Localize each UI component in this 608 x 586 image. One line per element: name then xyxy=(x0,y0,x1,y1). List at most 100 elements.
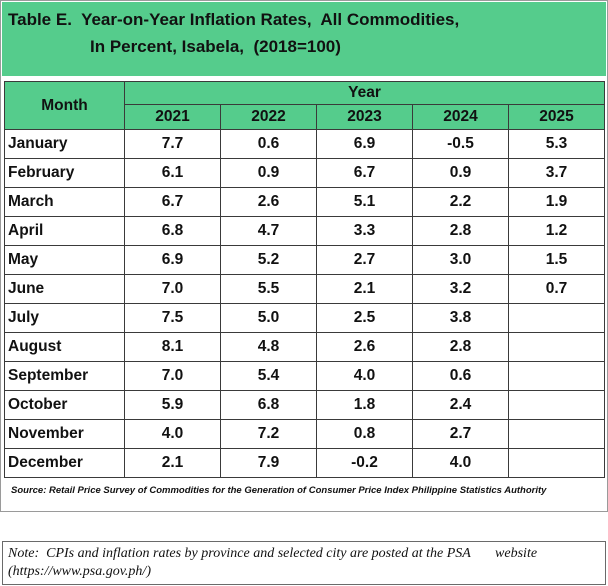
value-cell: 0.6 xyxy=(412,361,509,391)
value-cell: 6.7 xyxy=(124,187,221,217)
note-box: Note: CPIs and inflation rates by provin… xyxy=(2,541,606,585)
month-cell: December xyxy=(4,448,125,478)
value-cell: 8.1 xyxy=(124,332,221,362)
value-cell: 5.0 xyxy=(220,303,317,333)
value-cell: 6.9 xyxy=(124,245,221,275)
value-cell: 6.9 xyxy=(316,129,413,159)
table-row: August 8.1 4.8 2.6 2.8 xyxy=(4,332,606,362)
value-cell: 2.8 xyxy=(412,216,509,246)
note-line-1: Note: CPIs and inflation rates by provin… xyxy=(8,546,538,561)
value-cell: 1.5 xyxy=(507,245,606,275)
value-cell: 5.5 xyxy=(220,274,317,304)
month-cell: October xyxy=(4,390,125,420)
value-cell: 3.2 xyxy=(412,274,509,304)
value-cell: 5.4 xyxy=(220,361,317,391)
value-cell: 6.8 xyxy=(220,390,317,420)
month-header: Month xyxy=(4,81,125,130)
note-line-2: (https://www.psa.gov.ph/) xyxy=(8,564,151,579)
year-header: Year xyxy=(123,80,606,106)
year-column-header: 2021 xyxy=(124,104,221,130)
value-cell: 7.0 xyxy=(124,361,221,391)
value-cell: 1.8 xyxy=(316,390,413,420)
value-cell: 6.1 xyxy=(124,158,221,188)
value-cell: 3.8 xyxy=(412,303,509,333)
table-row: November 4.0 7.2 0.8 2.7 xyxy=(4,419,606,449)
title-banner: Table E. Year-on-Year Inflation Rates, A… xyxy=(2,2,606,76)
value-cell: 5.3 xyxy=(507,129,606,159)
month-cell: April xyxy=(4,216,125,246)
value-cell: -0.5 xyxy=(412,129,509,159)
month-cell: July xyxy=(4,303,125,333)
value-cell: 3.3 xyxy=(316,216,413,246)
value-cell: -0.2 xyxy=(316,448,413,478)
value-cell: 4.7 xyxy=(220,216,317,246)
value-cell: 1.2 xyxy=(507,216,606,246)
value-cell: 5.2 xyxy=(220,245,317,275)
month-cell: September xyxy=(4,361,125,391)
value-cell xyxy=(507,303,606,333)
source-caption: Source: Retail Price Survey of Commoditi… xyxy=(11,485,547,496)
table-row: January 7.7 0.6 6.9 -0.5 5.3 xyxy=(4,129,606,159)
table-row: February 6.1 0.9 6.7 0.9 3.7 xyxy=(4,158,606,188)
value-cell: 6.7 xyxy=(316,158,413,188)
month-cell: June xyxy=(4,274,125,304)
table-row: April 6.8 4.7 3.3 2.8 1.2 xyxy=(4,216,606,246)
value-cell xyxy=(507,332,606,362)
table-row: June 7.0 5.5 2.1 3.2 0.7 xyxy=(4,274,606,304)
inflation-table: Month Year 2021 2022 2023 2024 2025 Janu… xyxy=(4,80,606,478)
table-row: September 7.0 5.4 4.0 0.6 xyxy=(4,361,606,391)
month-cell: March xyxy=(4,187,125,217)
value-cell: 0.8 xyxy=(316,419,413,449)
value-cell: 5.1 xyxy=(316,187,413,217)
table-row: July 7.5 5.0 2.5 3.8 xyxy=(4,303,606,333)
value-cell xyxy=(507,390,606,420)
value-cell: 1.9 xyxy=(507,187,606,217)
value-cell: 7.9 xyxy=(220,448,317,478)
month-cell: February xyxy=(4,158,125,188)
table-row: October 5.9 6.8 1.8 2.4 xyxy=(4,390,606,420)
value-cell: 2.4 xyxy=(412,390,509,420)
month-cell: November xyxy=(4,419,125,449)
title-line-1: Table E. Year-on-Year Inflation Rates, A… xyxy=(8,10,460,29)
value-cell: 2.7 xyxy=(412,419,509,449)
value-cell xyxy=(507,448,606,478)
value-cell: 7.0 xyxy=(124,274,221,304)
value-cell: 7.2 xyxy=(220,419,317,449)
month-cell: January xyxy=(4,129,125,159)
table-row: May 6.9 5.2 2.7 3.0 1.5 xyxy=(4,245,606,275)
value-cell: 5.9 xyxy=(124,390,221,420)
value-cell: 0.7 xyxy=(507,274,606,304)
value-cell: 0.6 xyxy=(220,129,317,159)
value-cell: 2.6 xyxy=(220,187,317,217)
value-cell: 0.9 xyxy=(220,158,317,188)
year-column-header: 2022 xyxy=(220,104,317,130)
value-cell: 4.8 xyxy=(220,332,317,362)
year-column-header: 2025 xyxy=(507,104,606,130)
value-cell: 2.2 xyxy=(412,187,509,217)
value-cell: 4.0 xyxy=(412,448,509,478)
value-cell: 2.6 xyxy=(316,332,413,362)
value-cell: 7.5 xyxy=(124,303,221,333)
value-cell: 0.9 xyxy=(412,158,509,188)
year-column-header: 2024 xyxy=(412,104,509,130)
year-column-header: 2023 xyxy=(316,104,413,130)
value-cell: 6.8 xyxy=(124,216,221,246)
table-panel: Table E. Year-on-Year Inflation Rates, A… xyxy=(0,0,608,512)
value-cell: 2.7 xyxy=(316,245,413,275)
value-cell: 2.1 xyxy=(124,448,221,478)
value-cell: 2.5 xyxy=(316,303,413,333)
month-cell: May xyxy=(4,245,125,275)
value-cell: 4.0 xyxy=(124,419,221,449)
value-cell: 7.7 xyxy=(124,129,221,159)
value-cell xyxy=(507,419,606,449)
value-cell xyxy=(507,361,606,391)
table-row: March 6.7 2.6 5.1 2.2 1.9 xyxy=(4,187,606,217)
value-cell: 3.7 xyxy=(507,158,606,188)
title-line-2: In Percent, Isabela, (2018=100) xyxy=(90,37,341,56)
value-cell: 3.0 xyxy=(412,245,509,275)
value-cell: 2.1 xyxy=(316,274,413,304)
table-row: December 2.1 7.9 -0.2 4.0 xyxy=(4,448,606,478)
month-cell: August xyxy=(4,332,125,362)
value-cell: 4.0 xyxy=(316,361,413,391)
value-cell: 2.8 xyxy=(412,332,509,362)
